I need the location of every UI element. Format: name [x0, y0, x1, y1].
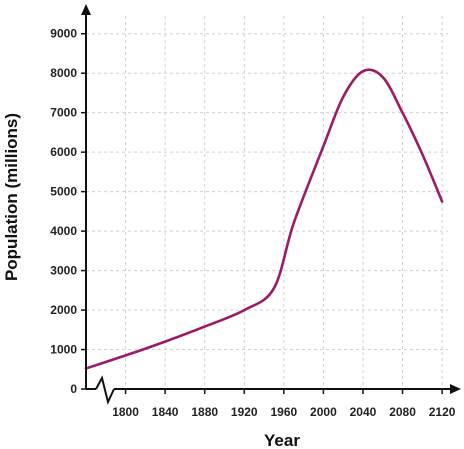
x-tick-label: 1880	[191, 405, 218, 419]
y-tick-label: 7000	[50, 106, 77, 120]
x-tick-label: 1840	[152, 405, 179, 419]
x-tick-label: 1960	[270, 405, 297, 419]
x-tick-label: 1920	[231, 405, 258, 419]
grid	[86, 16, 448, 389]
population-series-line	[84, 68, 444, 370]
x-tick-label: 2040	[350, 405, 377, 419]
x-tick-label: 2120	[429, 405, 456, 419]
y-tick-label: 6000	[50, 145, 77, 159]
y-axis-arrow-icon	[81, 4, 91, 15]
series-layer	[84, 68, 444, 370]
x-axis-title: Year	[264, 431, 300, 449]
axes	[81, 4, 461, 405]
y-tick-label: 2000	[50, 303, 77, 317]
y-tick-label: 1000	[50, 343, 77, 357]
y-tick-label: 0	[70, 382, 77, 396]
y-tick-label: 8000	[50, 66, 77, 80]
x-axis-arrow-icon	[450, 384, 461, 394]
y-axis-title: Population (millions)	[2, 113, 21, 281]
y-tick-label: 4000	[50, 224, 77, 238]
x-tick-label: 2080	[389, 405, 416, 419]
x-tick-label: 2000	[310, 405, 337, 419]
tick-labels: 0 1000 2000 3000 4000 5000 6000 7000 8000 9000 180…	[50, 27, 455, 419]
x-tick-label: 1800	[112, 405, 139, 419]
y-tick-label: 5000	[50, 185, 77, 199]
x-axis-break-icon	[95, 375, 115, 405]
y-tick-label: 3000	[50, 264, 77, 278]
y-tick-label: 9000	[50, 27, 77, 41]
